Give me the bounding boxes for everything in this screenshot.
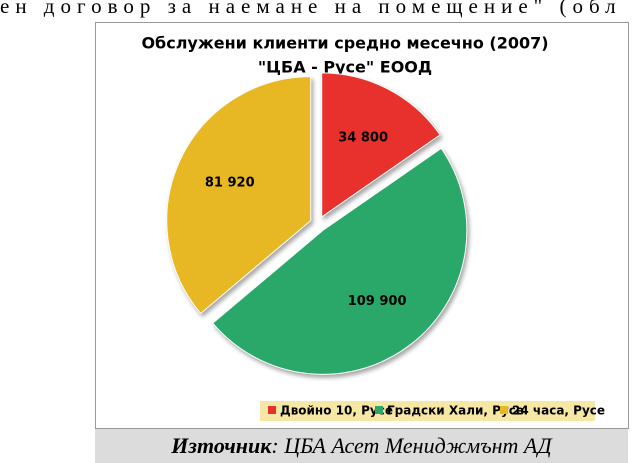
data-label: 81 920	[205, 175, 255, 190]
pie-slice	[321, 72, 441, 218]
legend-box	[260, 401, 595, 421]
legend-swatch	[500, 406, 508, 414]
legend-label: Двойно 10, Русе	[280, 404, 393, 418]
source: Източник: ЦБА Асет Мениджмънт АД	[95, 429, 628, 463]
source-label: Източник	[171, 433, 272, 458]
data-label: 34 800	[338, 130, 388, 145]
legend-label: 24 часа, Русе	[512, 404, 605, 418]
source-text: : ЦБА Асет Мениджмънт АД	[271, 433, 552, 458]
pie-slice	[166, 76, 312, 315]
header-text: ен договор за наемане на помещение" (обл	[0, 0, 622, 18]
data-label: 109 900	[348, 294, 407, 309]
legend-swatch	[268, 406, 276, 414]
chart-title: Обслужени клиенти средно месечно (2007)	[141, 34, 548, 53]
chart-subtitle: "ЦБА - Русе" ЕООД	[258, 58, 432, 77]
legend-swatch	[375, 406, 383, 414]
legend-label: Градски Хали, Русе	[387, 404, 524, 418]
pie-slice	[212, 147, 468, 375]
